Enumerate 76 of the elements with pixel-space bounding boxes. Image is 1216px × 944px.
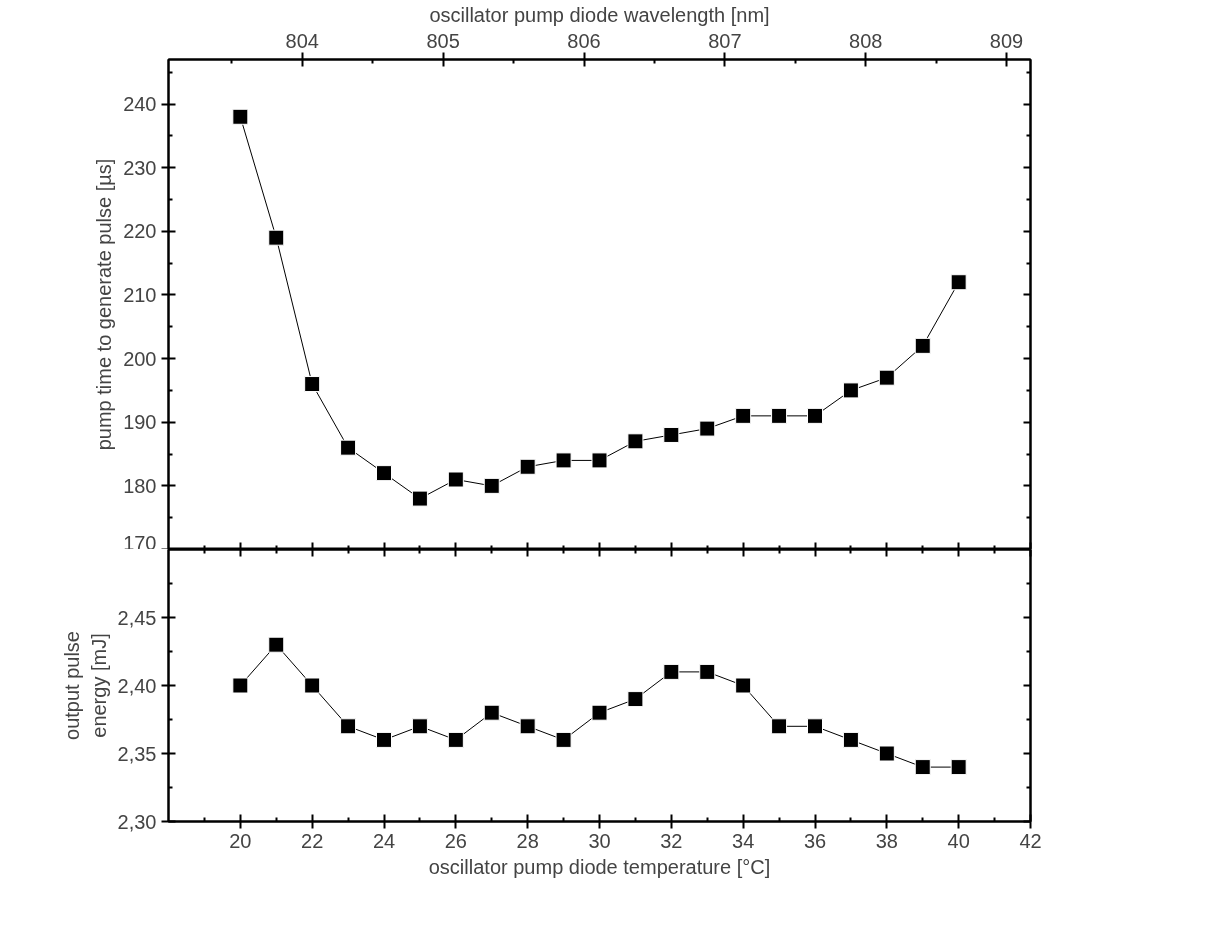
point xyxy=(376,731,392,748)
point xyxy=(699,663,716,680)
point xyxy=(735,677,752,694)
point xyxy=(232,677,249,694)
point xyxy=(771,718,788,735)
x2-tick-label: 804 xyxy=(285,29,319,52)
y-tick-label: 2,40 xyxy=(117,674,157,697)
point xyxy=(842,731,859,748)
point xyxy=(555,731,572,748)
x-tick-label: 34 xyxy=(732,829,755,852)
x-tick-label: 28 xyxy=(516,829,539,852)
point xyxy=(268,229,285,246)
x-tick-label: 24 xyxy=(372,829,396,852)
x-axis-title: oscillator pump diode temperature [°C] xyxy=(428,855,771,878)
point xyxy=(376,465,392,482)
point xyxy=(663,663,680,680)
x2-tick-label: 806 xyxy=(567,29,601,52)
point xyxy=(591,452,608,469)
point xyxy=(411,718,428,735)
y-tick-label: 170 xyxy=(123,531,157,554)
point xyxy=(411,490,428,507)
point xyxy=(304,376,321,393)
y-tick-label: 220 xyxy=(123,220,157,243)
x2-tick-label: 809 xyxy=(989,29,1024,52)
x2-tick-label: 805 xyxy=(426,29,460,52)
point xyxy=(627,433,644,450)
x-tick-label: 38 xyxy=(875,829,898,852)
y-tick-label: 2,35 xyxy=(117,742,157,765)
point xyxy=(950,274,967,291)
point xyxy=(771,407,788,424)
y-tick-label: 180 xyxy=(123,474,157,497)
x-tick-label: 30 xyxy=(588,829,611,852)
y-tick-label: 210 xyxy=(123,283,157,306)
x2-tick-label: 808 xyxy=(849,29,883,52)
x2-tick-label: 807 xyxy=(708,29,742,52)
point xyxy=(914,759,931,776)
point xyxy=(878,369,895,386)
point xyxy=(519,458,536,475)
x-tick-label: 40 xyxy=(947,829,970,852)
x2-axis-title: oscillator pump diode wavelength [nm] xyxy=(429,3,770,26)
y-tick-label: 230 xyxy=(123,156,157,179)
point xyxy=(591,704,608,721)
point xyxy=(340,439,357,456)
point xyxy=(340,718,357,735)
y-tick-label: 2,30 xyxy=(117,810,157,833)
point xyxy=(447,471,464,488)
point xyxy=(304,677,321,694)
x-tick-label: 36 xyxy=(803,829,827,852)
point xyxy=(842,382,859,399)
point xyxy=(483,704,500,721)
y-tick-label: 2,45 xyxy=(117,606,157,629)
y-tick-label: 240 xyxy=(123,93,157,116)
point xyxy=(268,636,285,653)
point xyxy=(807,718,823,735)
point xyxy=(627,691,644,708)
point xyxy=(555,452,572,469)
x-tick-label: 22 xyxy=(301,829,324,852)
point xyxy=(914,337,931,354)
point xyxy=(483,477,500,494)
point xyxy=(699,420,716,437)
point xyxy=(807,407,823,424)
x-tick-label: 26 xyxy=(444,829,467,852)
y-tick-label: 200 xyxy=(123,347,157,370)
point xyxy=(950,759,967,776)
point xyxy=(735,407,752,424)
y-axis-title: output pulse energy [mJ] xyxy=(61,631,110,740)
x-tick-label: 42 xyxy=(1019,829,1042,852)
x-tick-label: 20 xyxy=(229,829,252,852)
point xyxy=(447,731,464,748)
point xyxy=(232,108,249,125)
point xyxy=(519,718,536,735)
x-tick-label: 32 xyxy=(660,829,683,852)
y-tick-label: 190 xyxy=(123,411,157,434)
y-axis-title: pump time to generate pulse [µs] xyxy=(93,158,116,451)
point xyxy=(663,426,680,443)
point xyxy=(878,745,895,762)
